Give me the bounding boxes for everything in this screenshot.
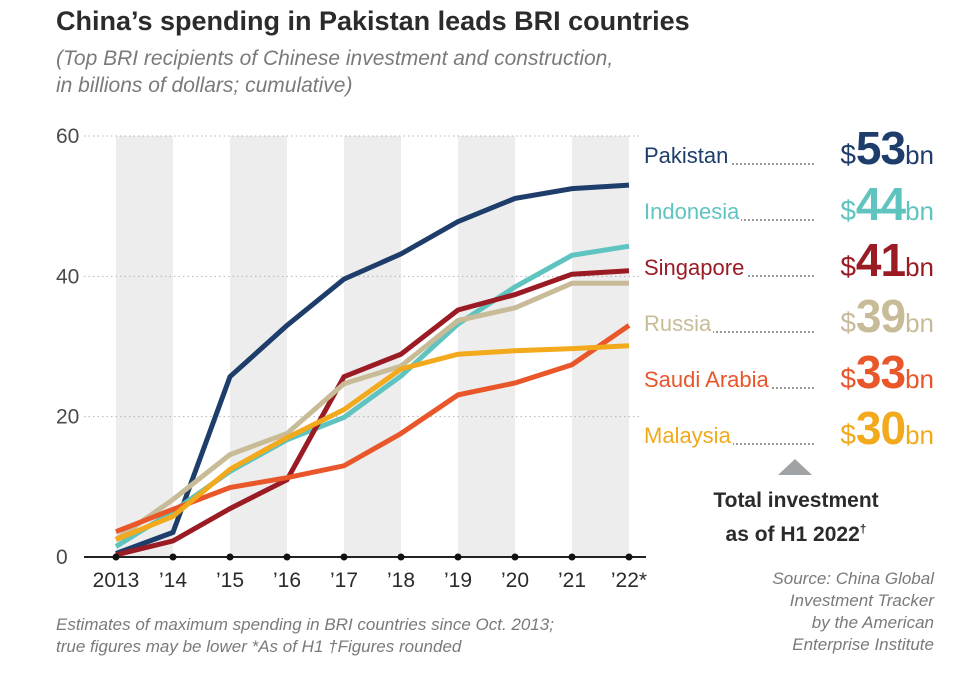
legend-amount: 44 bbox=[855, 178, 906, 230]
series-line-russia bbox=[114, 280, 629, 542]
chart-title: China’s spending in Pakistan leads BRI c… bbox=[56, 6, 690, 36]
y-tick-label: 40 bbox=[56, 265, 79, 288]
legend-currency: $ bbox=[840, 195, 856, 226]
x-tick-label: 2013 bbox=[93, 569, 140, 592]
x-tick-dot bbox=[340, 553, 348, 561]
legend-unit: bn bbox=[905, 364, 934, 394]
legend-amount: 41 bbox=[855, 234, 906, 286]
x-tick-label: ’22* bbox=[611, 569, 647, 592]
x-tick-label: ’21 bbox=[558, 569, 586, 592]
x-tick-dot bbox=[511, 553, 519, 561]
legend-amount: 53 bbox=[855, 122, 906, 174]
legend-unit: bn bbox=[905, 252, 934, 282]
x-tick-dot bbox=[454, 553, 462, 561]
legend-unit: bn bbox=[905, 308, 934, 338]
legend-item: Pakistan $53bn bbox=[644, 121, 934, 177]
x-tick-label: ’15 bbox=[216, 569, 244, 592]
legend-value: $33bn bbox=[838, 345, 934, 399]
x-tick-label: ’19 bbox=[444, 569, 472, 592]
legend-unit: bn bbox=[905, 140, 934, 170]
y-tick-label: 60 bbox=[56, 125, 79, 148]
legend-value: $30bn bbox=[838, 401, 934, 455]
legend-item: Singapore $41bn bbox=[644, 233, 934, 289]
legend-unit: bn bbox=[905, 420, 934, 450]
legend-unit: bn bbox=[905, 196, 934, 226]
x-tick-label: ’16 bbox=[273, 569, 301, 592]
legend-value: $44bn bbox=[838, 177, 934, 231]
series-line-pakistan bbox=[115, 182, 630, 556]
x-tick-label: ’20 bbox=[501, 569, 529, 592]
legend-amount: 30 bbox=[855, 402, 906, 454]
legend-currency: $ bbox=[840, 251, 856, 282]
legend-country: Saudi Arabia bbox=[644, 367, 771, 393]
series-line-singapore bbox=[115, 268, 630, 558]
x-tick-dot bbox=[226, 553, 234, 561]
x-tick-dot bbox=[283, 553, 291, 561]
footnote: Estimates of maximum spending in BRI cou… bbox=[56, 615, 554, 656]
total-line-2: as of H1 2022† bbox=[696, 515, 896, 549]
x-tick-dot bbox=[112, 553, 120, 561]
legend-country: Indonesia bbox=[644, 199, 742, 225]
legend-country: Russia bbox=[644, 311, 714, 337]
legend-item: Russia $39bn bbox=[644, 289, 934, 345]
legend-country: Malaysia bbox=[644, 423, 733, 449]
legend-country: Singapore bbox=[644, 255, 747, 281]
subtitle-line-1: (Top BRI recipients of Chinese investmen… bbox=[56, 47, 614, 70]
total-investment-label: Total investment as of H1 2022† bbox=[696, 487, 896, 549]
legend-value: $53bn bbox=[838, 121, 934, 175]
legend-value: $39bn bbox=[838, 289, 934, 343]
x-tick-dot bbox=[397, 553, 405, 561]
shaded-band bbox=[344, 136, 401, 557]
subtitle-line-2: in billions of dollars; cumulative) bbox=[56, 74, 353, 97]
up-arrow-icon bbox=[778, 459, 812, 475]
legend-currency: $ bbox=[840, 363, 856, 394]
total-line-2-text: as of H1 2022 bbox=[725, 523, 860, 546]
total-line-1: Total investment bbox=[713, 489, 879, 512]
chart-subtitle: (Top BRI recipients of Chinese investmen… bbox=[56, 45, 613, 99]
x-tick-dot bbox=[625, 553, 633, 561]
dagger-mark: † bbox=[859, 522, 867, 536]
series-line-saudi-arabia bbox=[115, 323, 631, 535]
legend-item: Saudi Arabia $33bn bbox=[644, 345, 934, 401]
legend-currency: $ bbox=[840, 307, 856, 338]
x-tick-dot bbox=[169, 553, 177, 561]
legend-country: Pakistan bbox=[644, 143, 731, 169]
source-note: Source: China Global Investment Tracker … bbox=[772, 569, 934, 654]
y-tick-label: 0 bbox=[56, 546, 68, 569]
legend-amount: 33 bbox=[855, 346, 906, 398]
legend-value: $41bn bbox=[838, 233, 934, 287]
legend-currency: $ bbox=[840, 139, 856, 170]
legend-currency: $ bbox=[840, 419, 856, 450]
series-line-malaysia bbox=[115, 343, 630, 542]
x-tick-label: ’18 bbox=[387, 569, 415, 592]
shaded-band bbox=[116, 136, 173, 557]
legend-item: Malaysia $30bn bbox=[644, 401, 934, 457]
legend-item: Indonesia $44bn bbox=[644, 177, 934, 233]
x-tick-label: ’14 bbox=[159, 569, 187, 592]
leader-dots bbox=[644, 331, 814, 333]
x-tick-dot bbox=[568, 553, 576, 561]
y-tick-label: 20 bbox=[56, 406, 79, 429]
shaded-band bbox=[458, 136, 515, 557]
legend-amount: 39 bbox=[855, 290, 906, 342]
x-tick-label: ’17 bbox=[330, 569, 358, 592]
